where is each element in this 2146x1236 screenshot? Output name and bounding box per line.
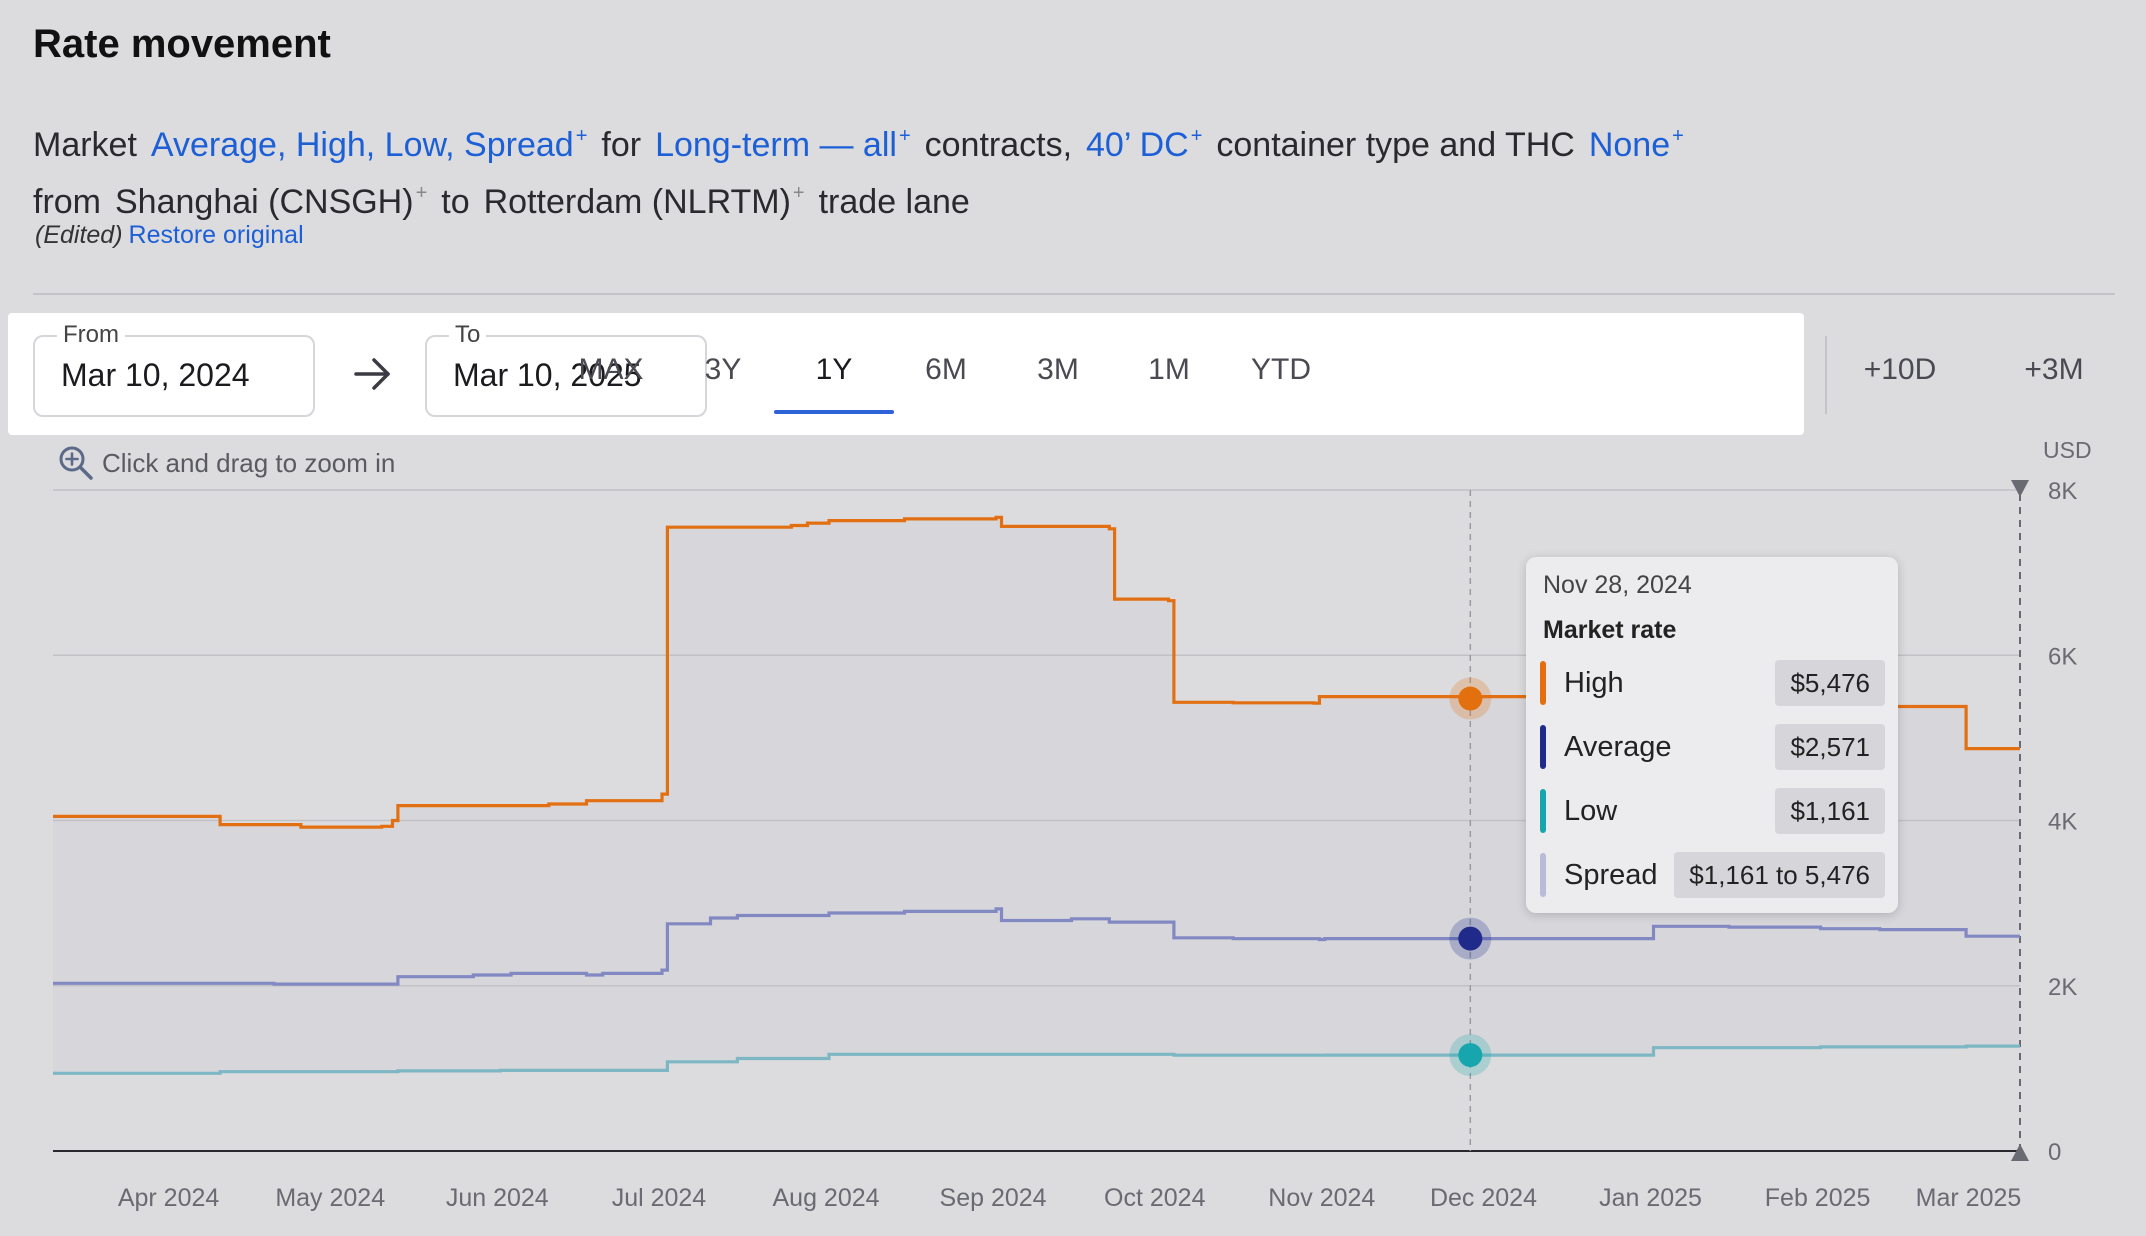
- y-tick-label: 6K: [2048, 643, 2077, 670]
- arrow-right-icon: [354, 358, 390, 390]
- y-tick-label: 0: [2048, 1139, 2061, 1166]
- y-tick-label: 8K: [2048, 478, 2077, 505]
- average-color-bar: [1540, 725, 1546, 769]
- range-tab-max[interactable]: MAX: [578, 353, 644, 386]
- extend-tab-plus-10d[interactable]: +10D: [1863, 353, 1937, 386]
- filter-link[interactable]: Average, High, Low, Spread: [150, 126, 574, 164]
- description-text: Market: [33, 126, 137, 164]
- description-line-2: from Shanghai (CNSGH) + to Rotterdam (NLRTM)…: [33, 169, 1684, 226]
- edited-label: (Edited): [35, 221, 123, 249]
- range-end-bottom-handle: [2011, 1144, 2029, 1161]
- date-controls: From Mar 10, 2024 To Mar 10, 2025 MAX 3Y 1…: [8, 313, 1804, 435]
- range-tab-1m[interactable]: 1M: [1148, 353, 1190, 386]
- y-tick-label: 4K: [2048, 809, 2077, 836]
- tooltip-date: Nov 28, 2024: [1543, 571, 1692, 599]
- y-tick-label: 2K: [2048, 974, 2077, 1001]
- range-tab-3y[interactable]: 3Y: [704, 353, 742, 386]
- range-end-top-handle: [2011, 480, 2029, 497]
- x-tick-label: Feb 2025: [1765, 1184, 1871, 1212]
- plus-icon[interactable]: +: [1190, 125, 1203, 147]
- tooltip-spread-value: $1,161 to 5,476: [1674, 852, 1885, 898]
- from-date-label: From: [57, 321, 125, 349]
- range-tab-3m[interactable]: 3M: [1037, 353, 1079, 386]
- range-tab-6m[interactable]: 6M: [925, 353, 967, 386]
- description-text: for: [601, 126, 642, 164]
- restore-original-link[interactable]: Restore original: [128, 221, 304, 249]
- description-text: Shanghai (CNSGH): [115, 183, 414, 221]
- x-tick-label: Dec 2024: [1430, 1184, 1537, 1212]
- tooltip-row-spread: Spread $1,161 to 5,476: [1540, 851, 1885, 899]
- x-tick-label: Apr 2024: [118, 1184, 220, 1212]
- description-text: Rotterdam (NLRTM): [483, 183, 791, 221]
- tooltip-heading: Market rate: [1543, 616, 1677, 644]
- spread-color-bar: [1540, 853, 1546, 897]
- from-date-value: Mar 10, 2024: [61, 357, 250, 393]
- description-text: container type and THC: [1216, 126, 1575, 164]
- section-divider: [33, 293, 2115, 295]
- filter-link[interactable]: None: [1588, 126, 1671, 164]
- x-tick-label: May 2024: [275, 1184, 385, 1212]
- tooltip-row-high: High $5,476: [1540, 659, 1885, 707]
- rate-description: Market Average, High, Low, Spread + for Long…: [33, 112, 1684, 226]
- to-date-field[interactable]: To Mar 10, 2025: [425, 321, 707, 417]
- plus-icon[interactable]: +: [415, 182, 428, 204]
- tooltip-average-label: Average: [1564, 731, 1672, 763]
- range-tab-ytd[interactable]: YTD: [1251, 353, 1311, 386]
- to-date-value: Mar 10, 2025: [453, 357, 642, 393]
- plus-icon[interactable]: +: [1672, 125, 1684, 147]
- x-tick-label: Aug 2024: [772, 1184, 879, 1212]
- description-text: to: [441, 183, 470, 221]
- x-tick-label: Sep 2024: [940, 1184, 1047, 1212]
- plus-icon[interactable]: +: [898, 125, 911, 147]
- tooltip-row-low: Low $1,161: [1540, 787, 1885, 835]
- description-text: contracts,: [924, 126, 1073, 164]
- tooltip-low-label: Low: [1564, 795, 1618, 827]
- to-date-label: To: [449, 321, 487, 349]
- marker-average: [1458, 926, 1483, 951]
- tooltip-average-value: $2,571: [1775, 724, 1885, 770]
- low-color-bar: [1540, 789, 1546, 833]
- tooltip-row-average: Average $2,571: [1540, 723, 1885, 771]
- x-tick-label: Oct 2024: [1104, 1184, 1206, 1212]
- marker-low: [1458, 1043, 1483, 1068]
- x-tick-label: Mar 2025: [1916, 1184, 2022, 1212]
- zoom-in-icon: [59, 446, 93, 480]
- spread-band: [53, 517, 2020, 1074]
- tooltip-high-label: High: [1564, 667, 1624, 699]
- series-line-low: [53, 1044, 2020, 1075]
- filter-link[interactable]: Long-term — all: [655, 126, 897, 164]
- description-line-1: Market Average, High, Low, Spread + for Long…: [33, 112, 1684, 169]
- tooltip-high-value: $5,476: [1775, 660, 1885, 706]
- from-date-field[interactable]: From Mar 10, 2024: [33, 321, 315, 417]
- chart-tooltip: Nov 28, 2024 Market rate High $5,476 Ave…: [1526, 557, 1898, 913]
- x-tick-label: Jun 2024: [446, 1184, 549, 1212]
- filter-link[interactable]: 40’ DC: [1086, 126, 1189, 164]
- active-range-underline: [774, 410, 894, 414]
- page-title: Rate movement: [33, 22, 331, 66]
- zoom-hint-text: Click and drag to zoom in: [102, 448, 396, 478]
- edited-status: (Edited) Restore original: [35, 221, 304, 250]
- series-line-high: [53, 515, 2020, 829]
- x-tick-label: Nov 2024: [1268, 1184, 1375, 1212]
- extend-tab-plus-3m[interactable]: +3M: [2024, 353, 2084, 386]
- series-line-average: [53, 907, 2020, 986]
- description-text: trade lane: [818, 183, 970, 221]
- tooltip-low-value: $1,161: [1775, 788, 1885, 834]
- y-axis-unit: USD: [2043, 437, 2092, 463]
- plus-icon[interactable]: +: [575, 125, 588, 147]
- marker-high: [1458, 686, 1483, 711]
- plus-icon[interactable]: +: [792, 182, 805, 204]
- range-tab-1y[interactable]: 1Y: [815, 353, 853, 386]
- tooltip-spread-label: Spread: [1564, 859, 1658, 891]
- x-tick-label: Jul 2024: [612, 1184, 707, 1212]
- controls-separator: [1825, 336, 1827, 414]
- x-tick-label: Jan 2025: [1599, 1184, 1702, 1212]
- description-text: from: [33, 183, 101, 221]
- high-color-bar: [1540, 661, 1546, 705]
